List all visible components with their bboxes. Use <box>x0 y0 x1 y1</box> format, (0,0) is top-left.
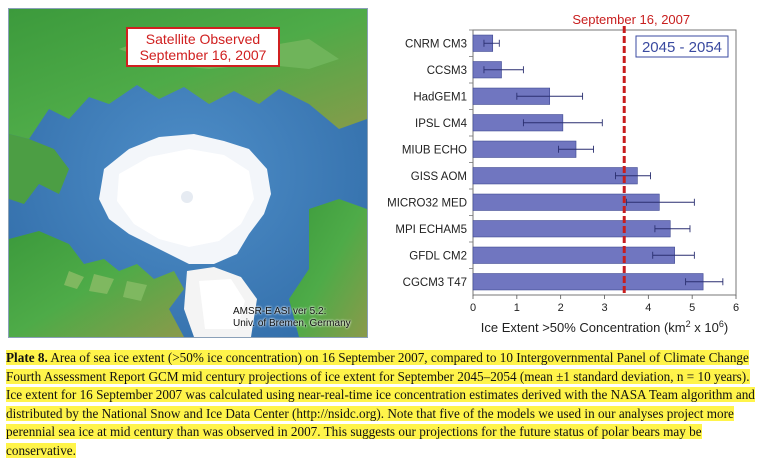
satellite-observed-label: Satellite Observed September 16, 2007 <box>126 27 280 67</box>
category-label: MIUB ECHO <box>402 144 467 156</box>
category-label: IPSL CM4 <box>415 118 468 130</box>
category-label: MPI ECHAM5 <box>395 224 467 236</box>
bar <box>472 273 704 291</box>
category-label: GFDL CM2 <box>409 250 467 262</box>
x-tick-label: 2 <box>558 302 564 314</box>
category-label: CGCM3 T47 <box>403 277 467 289</box>
caption-text: Area of sea ice extent (>50% ice concent… <box>6 350 755 458</box>
legend-box <box>635 35 729 58</box>
category-label: GISS AOM <box>411 171 467 183</box>
ice-extent-bar-chart: CNRM CM3 CCSM3 HadGEM1 IPSL CM4 MIUB ECHO GIS… <box>387 12 739 335</box>
reference-label: September 16, 2007 <box>572 12 690 27</box>
category-label: CCSM3 <box>427 65 467 77</box>
x-axis-label-mid: x 10 <box>691 320 719 335</box>
x-tick-label: 1 <box>514 302 520 314</box>
credit-line1: AMSR-E ASI ver 5.2: <box>233 306 327 317</box>
x-tick-label: 0 <box>470 302 476 314</box>
plot-area: CNRM CM3 CCSM3 HadGEM1 IPSL CM4 MIUB ECHO GIS… <box>387 12 739 335</box>
x-tick-label: 5 <box>689 302 695 314</box>
credit-line2: Univ. of Bremen, Germany <box>233 318 351 329</box>
sea-ice-map: Satellite Observed September 16, 2007 AM… <box>8 8 368 338</box>
satellite-title-line2: September 16, 2007 <box>139 47 267 63</box>
x-axis-label: Ice Extent >50% Concentration (km2 x 106… <box>481 319 728 335</box>
x-axis-label-sup1: 2 <box>686 319 691 329</box>
satellite-title-line1: Satellite Observed <box>145 31 261 47</box>
bar <box>472 220 671 238</box>
figure-caption: Plate 8. Area of sea ice extent (>50% ic… <box>6 349 758 460</box>
x-axis-label-end: ) <box>724 320 728 335</box>
category-label: CNRM CM3 <box>405 38 467 50</box>
x-tick-label: 3 <box>601 302 607 314</box>
bar <box>472 167 638 185</box>
caption-label: Plate 8. <box>6 350 48 365</box>
category-label: MICRO32 MED <box>387 197 467 209</box>
data-credit: AMSR-E ASI ver 5.2: Univ. of Bremen, Ger… <box>233 306 351 330</box>
x-tick-label: 6 <box>733 302 739 314</box>
legend-label: 2045 - 2054 <box>642 39 722 56</box>
bar <box>472 246 675 264</box>
x-axis-label-main: Ice Extent >50% Concentration (km <box>481 320 686 335</box>
x-axis-label-sup2: 6 <box>719 319 724 329</box>
category-label: HadGEM1 <box>413 91 467 103</box>
x-tick-label: 4 <box>645 302 651 314</box>
